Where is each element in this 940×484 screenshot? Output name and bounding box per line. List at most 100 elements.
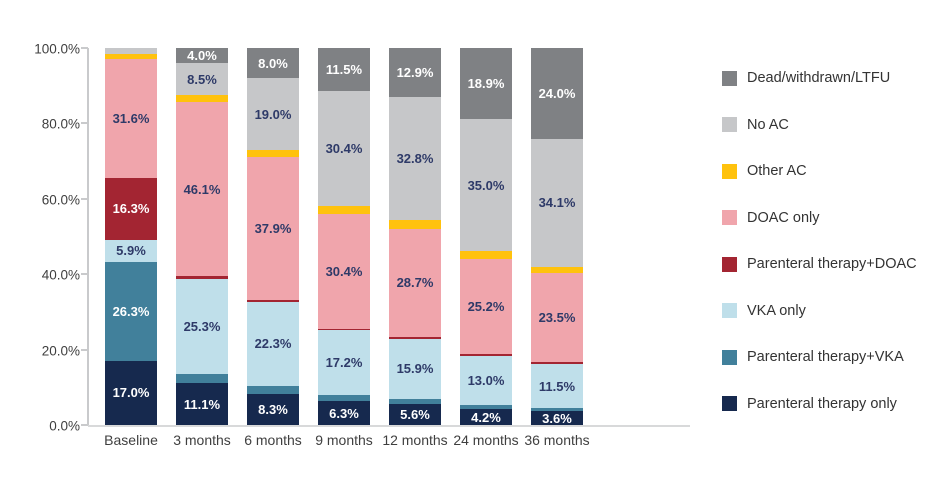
segment-value-label: 17.0% [112, 385, 150, 401]
segment-value-label: 8.5% [187, 71, 217, 87]
y-tick [81, 273, 88, 276]
segment-value-label: 17.2% [325, 354, 363, 370]
x-axis-category-text: 24 months [453, 432, 519, 448]
segment-value-label: 25.2% [467, 298, 505, 314]
bar-segment [318, 328, 370, 330]
bar-9-months: 6.3% 17.2% 30.4% 30.4% 11.5% [318, 48, 370, 425]
bar-segment: 26.3% [105, 261, 157, 361]
bar-segment: 11.5% [531, 364, 583, 408]
bar-segment [176, 276, 228, 279]
segment-value-label: 25.3% [183, 318, 221, 334]
bar-segment: 30.4% [318, 91, 370, 206]
bar-segment: 46.1% [176, 102, 228, 277]
legend-swatch [722, 396, 737, 411]
bar-segment: 34.1% [531, 138, 583, 268]
segment-value-label: 16.3% [112, 201, 150, 217]
segment-value-label: 4.2% [471, 409, 501, 425]
y-tick [81, 348, 88, 351]
x-axis-category-label: 36 months [524, 432, 589, 448]
legend-label: Dead/withdrawn/LTFU [747, 70, 891, 86]
x-axis-category-text: 3 months [173, 432, 231, 448]
segment-value-label: 5.6% [400, 406, 430, 422]
y-tick [81, 122, 88, 125]
segment-value-label: 30.4% [325, 141, 363, 157]
segment-value-label: 37.9% [254, 220, 292, 236]
legend-label: VKA only [747, 302, 806, 319]
segment-value-label: 8.0% [258, 55, 288, 71]
legend-label: Other AC [747, 163, 807, 179]
legend-item: Parenteral therapy+VKA [722, 349, 917, 365]
bar-baseline: 17.0% 26.3% 5.9% 16.3% 31.6% [105, 48, 157, 425]
bar-segment: 31.6% [105, 58, 157, 179]
segment-value-label: 3.6% [542, 410, 572, 426]
x-axis-baseline [88, 425, 690, 427]
bar-segment: 16.3% [105, 178, 157, 240]
bar-segment: 8.5% [176, 63, 228, 96]
y-tick [81, 47, 88, 49]
bar-segment: 5.6% [389, 403, 441, 425]
legend-label: No AC [747, 116, 789, 133]
bar-segment: 28.7% [389, 228, 441, 337]
legend-item: Dead/withdrawn/LTFU [722, 70, 917, 86]
legend-swatch [722, 70, 737, 86]
segment-value-label: 31.6% [112, 111, 150, 127]
bar-segment: 17.2% [318, 330, 370, 395]
segment-value-label: 46.1% [183, 181, 221, 197]
bar-segment: 12.9% [389, 48, 441, 97]
segment-value-label: 30.4% [325, 263, 363, 279]
x-axis-category-label: 6 months [244, 432, 302, 448]
bar-segment: 17.0% [105, 360, 157, 425]
bar-segment [460, 404, 512, 410]
bar-segment: 22.3% [247, 301, 299, 386]
x-axis-category-label: 3 months [173, 432, 231, 448]
y-axis-tick-label: 60.0% [41, 192, 80, 208]
bar-segment [176, 95, 228, 103]
bar-segment [247, 385, 299, 394]
segment-value-label: 24.0% [538, 85, 576, 101]
legend-item: VKA only [722, 303, 917, 319]
legend-swatch [722, 210, 737, 225]
segment-value-label: 28.7% [396, 275, 434, 291]
bar-segment: 35.0% [460, 119, 512, 252]
segment-value-label: 8.3% [258, 401, 288, 417]
y-axis-tick-label: 100.0% [34, 41, 80, 57]
legend-label: DOAC only [747, 209, 820, 226]
bar-segment: 8.0% [247, 48, 299, 79]
y-tick [81, 424, 88, 426]
segment-value-label: 11.5% [325, 62, 363, 78]
bar-segment: 30.4% [318, 213, 370, 329]
bar-segment: 4.0% [176, 48, 228, 64]
segment-value-label: 5.9% [116, 243, 146, 259]
segment-value-label: 22.3% [254, 336, 292, 352]
bar-segment [389, 336, 441, 339]
bar-segment [531, 407, 583, 412]
y-axis-tick-label: 20.0% [41, 343, 80, 359]
segment-value-label: 34.1% [538, 195, 576, 211]
bar-segment [389, 220, 441, 229]
segment-value-label: 19.0% [254, 106, 292, 122]
bar-segment [460, 251, 512, 259]
y-tick [81, 197, 88, 200]
y-axis-tick-label: 40.0% [41, 267, 80, 283]
x-axis-category-text: 6 months [244, 432, 302, 448]
legend-label: Parenteral therapy+DOAC [747, 256, 917, 272]
x-axis-category-text: 36 months [524, 432, 590, 448]
bar-3-months: 11.1% 25.3% 46.1% 8.5% 4.0% [176, 48, 228, 425]
bar-segment [247, 149, 299, 157]
bar-segment: 4.2% [460, 409, 512, 425]
segment-value-label: 18.9% [467, 76, 505, 92]
bar-segment [318, 206, 370, 214]
bars-area: 17.0% 26.3% 5.9% 16.3% 31.6% 11.1% 25.3% 46.1% 8… [88, 48, 690, 425]
x-axis-category-label: 9 months [315, 432, 373, 448]
segment-value-label: 32.8% [396, 151, 434, 167]
x-axis-category-text: Baseline [104, 432, 158, 448]
segment-value-label: 35.0% [467, 177, 505, 193]
bar-segment [389, 398, 441, 404]
legend-swatch [722, 303, 737, 318]
bar-segment [105, 54, 157, 59]
plot-area: 0.0% 20.0% 40.0% 60.0% 80.0% 100.0% 17.0% 26.3… [34, 42, 690, 434]
bar-segment [247, 299, 299, 302]
bar-segment: 32.8% [389, 96, 441, 221]
bar-segment: 3.6% [531, 411, 583, 425]
bar-segment: 23.5% [531, 273, 583, 363]
